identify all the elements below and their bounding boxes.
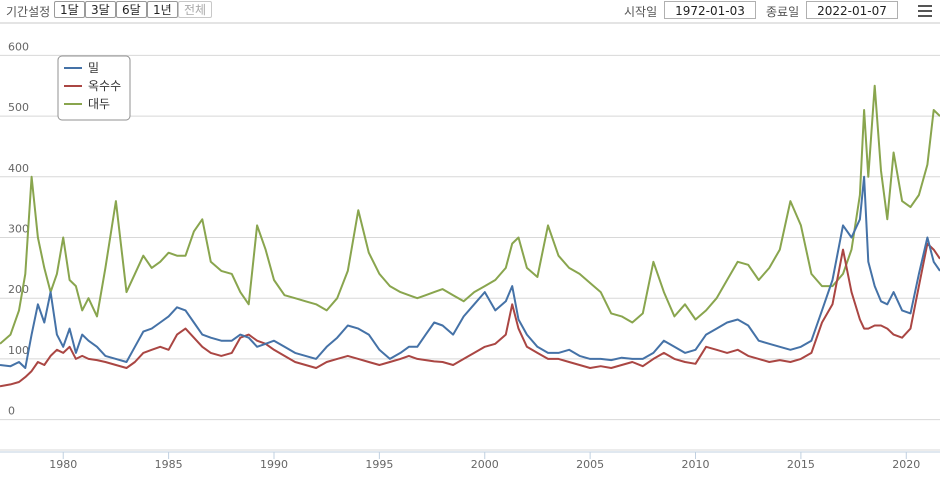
- range-1-month-button[interactable]: 1달: [54, 1, 85, 18]
- y-tick-label: 0: [8, 405, 15, 418]
- legend-label-soybean[interactable]: 대두: [88, 97, 110, 111]
- legend-label-corn[interactable]: 옥수수: [88, 79, 121, 93]
- series-line-corn[interactable]: [0, 242, 940, 388]
- range-1-year-button[interactable]: 1년: [147, 1, 178, 18]
- end-date-label: 종료일: [766, 5, 800, 19]
- y-tick-label: 500: [8, 101, 29, 114]
- y-tick-label: 200: [8, 283, 29, 296]
- x-tick-label: 2010: [682, 458, 710, 471]
- x-tick-label: 2015: [787, 458, 815, 471]
- menu-icon[interactable]: [918, 5, 932, 17]
- y-tick-label: 300: [8, 223, 29, 236]
- toolbar: 기간설정 1달 3달 6달 1년 전체 시작일 1972-01-03 종료일 2…: [0, 0, 940, 22]
- x-tick-label: 2005: [576, 458, 604, 471]
- y-tick-label: 600: [8, 40, 29, 53]
- legend: 밀 옥수수 대두: [57, 55, 131, 121]
- start-date-input[interactable]: 1972-01-03: [664, 1, 756, 19]
- start-date-label: 시작일: [624, 5, 658, 19]
- range-6-month-button[interactable]: 6달: [116, 1, 147, 18]
- range-3-month-button[interactable]: 3달: [85, 1, 116, 18]
- period-label: 기간설정: [6, 5, 51, 19]
- y-tick-label: 100: [8, 344, 29, 357]
- x-tick-label: 1980: [49, 458, 77, 471]
- x-tick-label: 1990: [260, 458, 288, 471]
- x-tick-label: 1985: [155, 458, 183, 471]
- grid: [0, 54, 940, 451]
- series-layer: [0, 84, 940, 388]
- legend-label-wheat[interactable]: 밀: [88, 61, 99, 75]
- series-line-wheat[interactable]: [0, 175, 940, 369]
- x-axis: 1980 1985 1990 1995 2000 2005 2010 2015 2020: [0, 451, 940, 471]
- y-tick-label: 400: [8, 162, 29, 175]
- end-date-input[interactable]: 2022-01-07: [806, 1, 898, 19]
- x-tick-label: 2000: [471, 458, 499, 471]
- range-all-button[interactable]: 전체: [178, 1, 213, 18]
- x-tick-label: 2020: [892, 458, 920, 471]
- x-tick-label: 1995: [365, 458, 393, 471]
- series-line-soybean[interactable]: [0, 84, 940, 345]
